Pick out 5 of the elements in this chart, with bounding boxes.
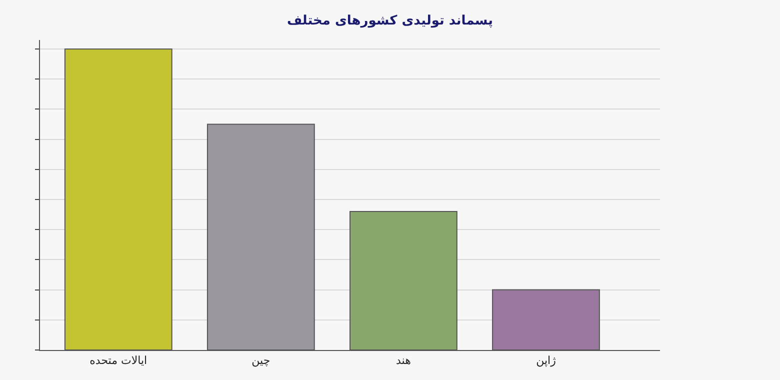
x-tick-label: هند — [396, 354, 412, 368]
x-tick-label: ایالات متحده — [90, 354, 148, 368]
chart-title: پسماند تولیدی کشورهای مختلف — [286, 13, 494, 28]
x-tick-label: ژاپن — [536, 354, 556, 368]
x-tick-label: چین — [252, 354, 270, 368]
